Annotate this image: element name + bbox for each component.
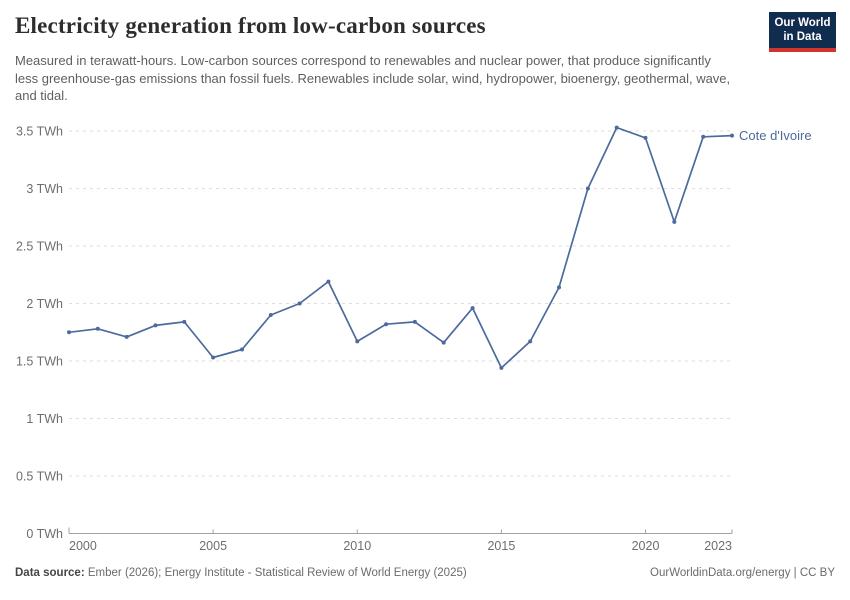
data-point[interactable]	[499, 365, 504, 370]
x-axis-tick-label: 2020	[632, 539, 660, 553]
x-axis-tick-label: 2010	[343, 539, 371, 553]
data-point[interactable]	[211, 355, 216, 360]
y-axis-tick-label: 2 TWh	[26, 297, 63, 311]
data-point[interactable]	[412, 319, 417, 324]
data-source-label: Data source:	[15, 567, 85, 579]
data-point[interactable]	[614, 125, 619, 130]
data-point[interactable]	[268, 313, 273, 317]
data-point[interactable]	[643, 135, 648, 140]
data-point[interactable]	[672, 219, 677, 224]
data-point[interactable]	[124, 334, 129, 339]
x-axis-tick-label: 2005	[199, 539, 227, 553]
data-point[interactable]	[585, 186, 590, 191]
data-point[interactable]	[95, 326, 100, 331]
y-axis-tick-label: 2.5 TWh	[16, 240, 63, 254]
data-source-note: Data source: Ember (2026); Energy Instit…	[15, 567, 467, 579]
owid-energy-link[interactable]: OurWorldinData.org/energy	[650, 567, 791, 579]
owid-logo[interactable]: Our World in Data	[769, 12, 836, 52]
y-axis-tick-label: 0 TWh	[26, 527, 63, 541]
y-axis-tick-label: 3.5 TWh	[16, 125, 63, 139]
footer-links: OurWorldinData.org/energy | CC BY	[650, 567, 835, 579]
data-point[interactable]	[182, 319, 187, 324]
x-axis-tick-label: 2023	[704, 539, 732, 553]
data-point[interactable]	[67, 330, 71, 335]
series-label[interactable]: Cote d'Ivoire	[739, 128, 812, 143]
data-point[interactable]	[153, 323, 158, 328]
data-source-text: Ember (2026); Energy Institute - Statist…	[87, 567, 467, 579]
owid-logo-line1: Our World	[774, 17, 831, 29]
data-point[interactable]	[701, 134, 706, 139]
data-point[interactable]	[528, 339, 533, 344]
data-point[interactable]	[326, 279, 331, 284]
owid-logo-line2: in Data	[783, 30, 822, 43]
page-title: Electricity generation from low-carbon s…	[15, 13, 486, 38]
data-point[interactable]	[240, 347, 244, 352]
data-point[interactable]	[730, 133, 734, 138]
y-axis-tick-label: 1 TWh	[26, 412, 63, 426]
footer-separator: |	[790, 567, 800, 579]
y-axis-tick-label: 1.5 TWh	[16, 355, 63, 369]
data-point[interactable]	[470, 306, 475, 311]
data-point[interactable]	[441, 340, 446, 345]
y-axis-tick-label: 3 TWh	[26, 182, 63, 196]
chart-subtitle: Measured in terawatt-hours. Low-carbon s…	[15, 53, 731, 103]
data-point[interactable]	[355, 339, 360, 344]
data-point[interactable]	[557, 285, 561, 290]
license-link[interactable]: CC BY	[799, 567, 835, 579]
x-axis-tick-label: 2000	[69, 539, 97, 553]
data-point[interactable]	[384, 322, 389, 327]
y-axis-tick-label: 0.5 TWh	[16, 470, 63, 484]
data-point[interactable]	[297, 301, 302, 306]
x-axis-tick-label: 2015	[487, 539, 515, 553]
data-line[interactable]	[68, 126, 733, 369]
